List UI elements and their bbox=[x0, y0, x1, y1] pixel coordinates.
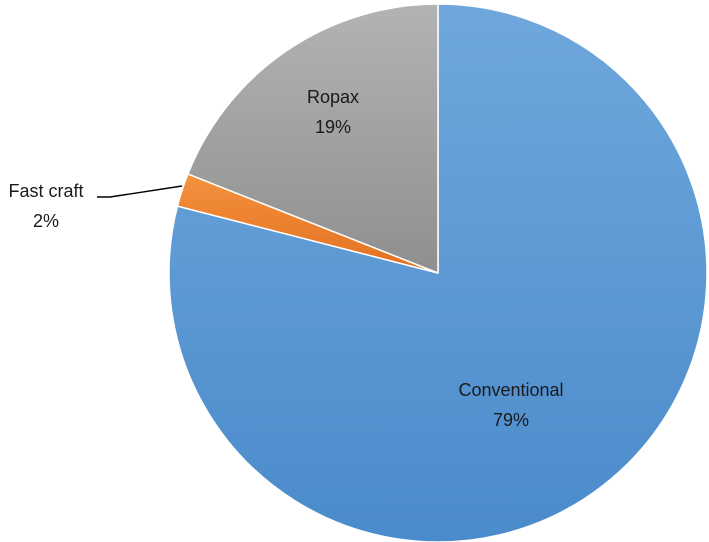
data-label-fast-craft: Fast craft 2% bbox=[8, 181, 83, 231]
data-label-ropax: Ropax 19% bbox=[307, 87, 359, 137]
data-label-conventional-percent: 79% bbox=[493, 410, 529, 430]
data-label-fast-craft-name: Fast craft bbox=[8, 181, 83, 201]
data-label-conventional-name: Conventional bbox=[458, 380, 563, 400]
data-label-ropax-name: Ropax bbox=[307, 87, 359, 107]
data-label-conventional: Conventional 79% bbox=[458, 380, 563, 430]
fast-craft-leader-line bbox=[97, 185, 183, 198]
pie-slice-ropax bbox=[187, 3, 439, 274]
pie-slices bbox=[168, 3, 708, 542]
data-label-ropax-percent: 19% bbox=[315, 117, 351, 137]
data-label-fast-craft-percent: 2% bbox=[33, 211, 59, 231]
